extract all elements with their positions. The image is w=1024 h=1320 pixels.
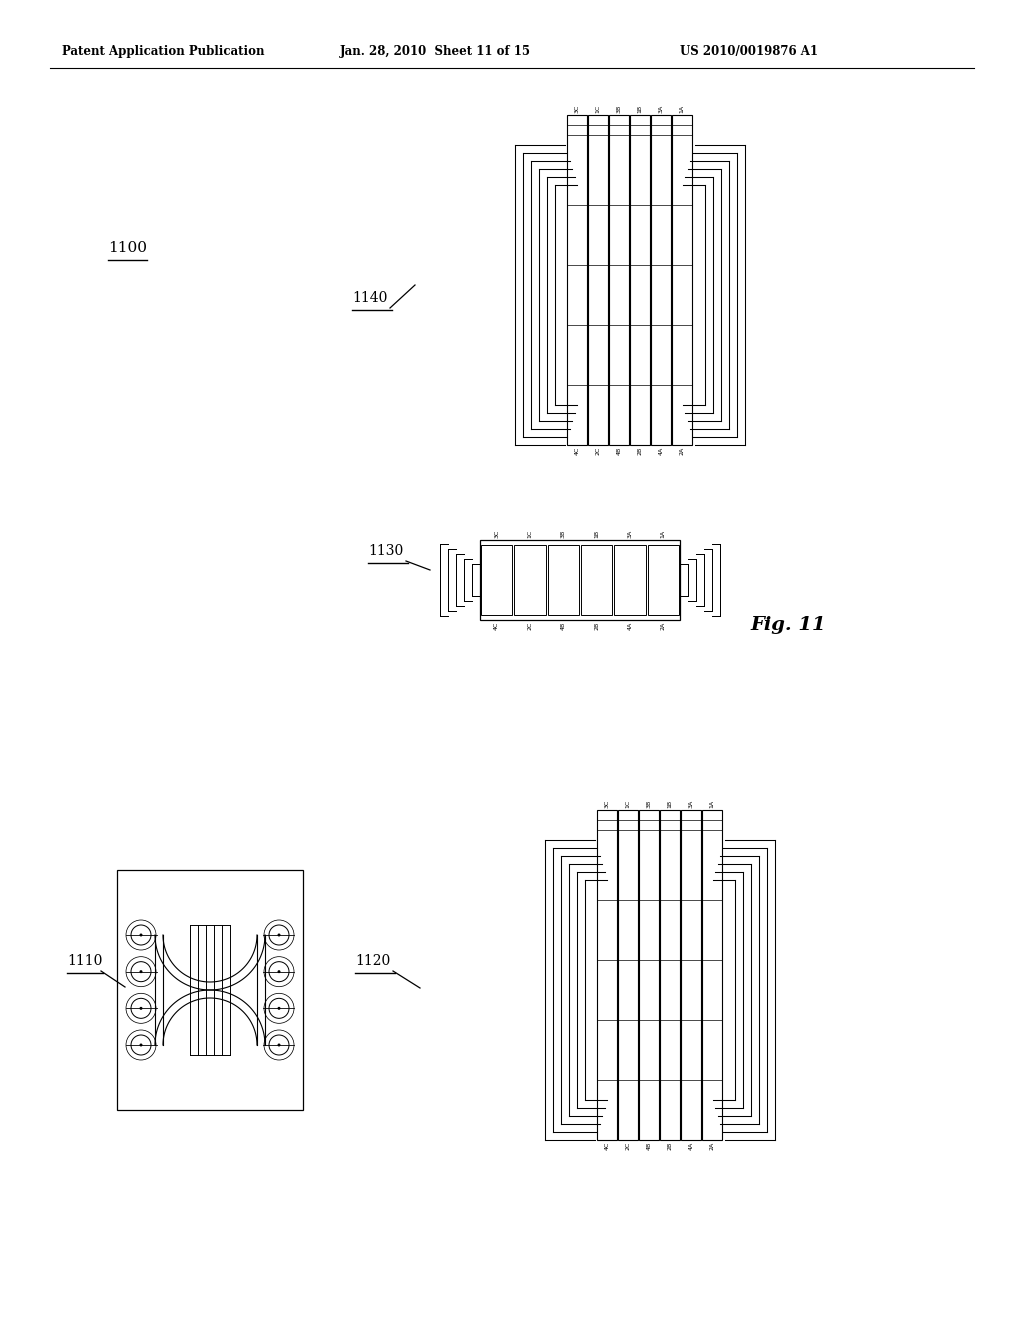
Text: 1C: 1C: [527, 529, 532, 539]
Bar: [514, 545, 546, 615]
Text: 3C: 3C: [574, 104, 580, 114]
Bar: [548, 545, 579, 615]
Text: 4C: 4C: [495, 622, 499, 631]
Text: 4A: 4A: [658, 447, 664, 455]
Bar: [660, 810, 680, 1140]
Bar: [567, 115, 587, 445]
Text: Patent Application Publication: Patent Application Publication: [62, 45, 264, 58]
Text: 4B: 4B: [646, 1142, 651, 1150]
Bar: [639, 810, 658, 1140]
Text: US 2010/0019876 A1: US 2010/0019876 A1: [680, 45, 818, 58]
Text: 1A: 1A: [660, 529, 666, 539]
Circle shape: [139, 970, 142, 973]
Text: 1110: 1110: [67, 954, 102, 968]
Text: 1C: 1C: [626, 800, 630, 808]
Bar: [681, 810, 700, 1140]
Bar: [702, 810, 722, 1140]
Text: Jan. 28, 2010  Sheet 11 of 15: Jan. 28, 2010 Sheet 11 of 15: [340, 45, 531, 58]
Text: 3A: 3A: [628, 529, 633, 539]
Text: 3A: 3A: [658, 104, 664, 114]
Circle shape: [278, 933, 281, 936]
Text: 4A: 4A: [688, 1142, 693, 1150]
Text: 2B: 2B: [637, 447, 642, 455]
Bar: [481, 545, 512, 615]
Text: 1B: 1B: [668, 800, 672, 808]
Text: 2B: 2B: [594, 622, 599, 630]
Text: 3C: 3C: [604, 800, 609, 808]
Bar: [630, 115, 649, 445]
Bar: [581, 545, 612, 615]
Text: 2A: 2A: [710, 1142, 715, 1150]
Text: 3B: 3B: [561, 529, 566, 539]
Bar: [614, 545, 646, 615]
Bar: [651, 115, 671, 445]
Text: 2C: 2C: [527, 622, 532, 631]
Bar: [609, 115, 629, 445]
Text: 3C: 3C: [495, 529, 499, 539]
Text: 1A: 1A: [679, 104, 684, 114]
Circle shape: [139, 1007, 142, 1010]
Text: 2C: 2C: [626, 1142, 630, 1150]
Text: 3B: 3B: [616, 104, 622, 114]
Text: 1B: 1B: [637, 104, 642, 114]
Circle shape: [278, 1007, 281, 1010]
Text: Fig. 11: Fig. 11: [750, 616, 825, 634]
Text: 1C: 1C: [595, 104, 600, 114]
Text: 4B: 4B: [561, 622, 566, 630]
Text: 4B: 4B: [616, 447, 622, 455]
Circle shape: [139, 933, 142, 936]
Text: 4C: 4C: [574, 447, 580, 455]
Text: 2A: 2A: [660, 622, 666, 630]
Bar: [618, 810, 638, 1140]
Bar: [588, 115, 607, 445]
Bar: [647, 545, 679, 615]
Text: 3B: 3B: [646, 800, 651, 808]
Text: 1A: 1A: [710, 800, 715, 808]
Text: 1130: 1130: [368, 544, 403, 558]
Text: 2A: 2A: [679, 447, 684, 455]
Bar: [480, 540, 680, 620]
Text: 4C: 4C: [604, 1142, 609, 1150]
Circle shape: [139, 1044, 142, 1047]
Bar: [597, 810, 616, 1140]
Text: 1B: 1B: [594, 529, 599, 539]
Circle shape: [278, 1044, 281, 1047]
Text: 1140: 1140: [352, 290, 387, 305]
Bar: [117, 870, 303, 1110]
Bar: [672, 115, 691, 445]
Circle shape: [278, 970, 281, 973]
Text: 1100: 1100: [108, 242, 147, 255]
Text: 4A: 4A: [628, 622, 633, 630]
Text: 2B: 2B: [668, 1142, 672, 1150]
Text: 2C: 2C: [595, 447, 600, 455]
Text: 1120: 1120: [355, 954, 390, 968]
Text: 3A: 3A: [688, 800, 693, 808]
